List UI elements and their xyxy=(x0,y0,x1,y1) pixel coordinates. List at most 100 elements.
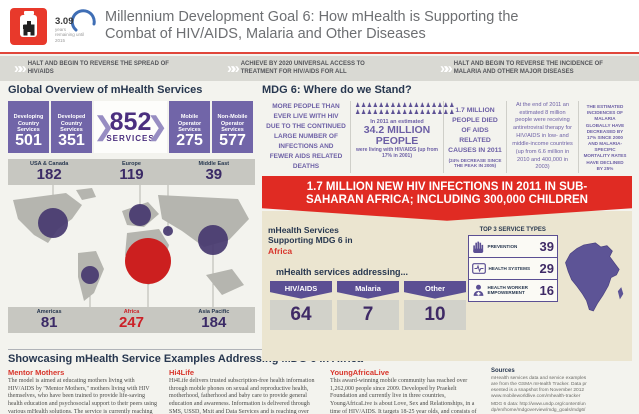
mdg6-section: MDG 6: Where do we Stand? MORE PEOPLE TH… xyxy=(262,84,632,361)
stat-value: 501 xyxy=(15,132,42,150)
top3-value: 39 xyxy=(539,238,554,254)
total-label: SERVICES xyxy=(106,134,155,144)
region-name: Europe xyxy=(122,161,141,167)
health-worker-icon xyxy=(473,284,483,296)
africa-map-container xyxy=(558,225,626,355)
panel-34-million: In 2011 an estimated 34.2 MILLION PEOPLE… xyxy=(351,101,444,173)
showcase-columns: Mentor Mothers The model is aimed at edu… xyxy=(8,368,631,414)
case-title: Mentor Mothers xyxy=(8,368,65,377)
chevron-right-icon xyxy=(440,61,449,76)
world-map-block: USA & Canada 182 Europe 119 Middle East … xyxy=(8,159,255,333)
section-heading: Global Overview of mHealth Services xyxy=(8,84,203,96)
category-label: HIV/AIDS xyxy=(270,280,332,299)
africa-panel-title: mHealth Services Supporting MDG 6 in Afr… xyxy=(268,225,368,257)
case-body: The model is aimed at educating mothers … xyxy=(8,378,157,414)
category-value: 64 xyxy=(270,299,332,330)
top3-row-health-worker: HEALTH WORKER EMPOWERMENT 16 xyxy=(469,280,558,301)
goal-text: HALT AND BEGIN TO REVERSE THE INCIDENCE … xyxy=(453,60,603,75)
region-americas: Americas 81 xyxy=(8,307,90,333)
countdown-gauge: 3.09 years remaining until 2015 xyxy=(55,6,97,46)
gauge-caption: years remaining until 2015 xyxy=(55,27,85,43)
heartbeat-monitor-icon xyxy=(471,262,486,274)
stat-block: Mobile Operator Services 275 xyxy=(169,101,211,153)
panel-malaria: THE ESTIMATED INCIDENCES OF MALARIA GLOB… xyxy=(579,101,631,173)
region-value: 182 xyxy=(36,166,62,183)
panel-more-people: MORE PEOPLE THAN EVER LIVE WITH HIV DUE … xyxy=(262,101,351,173)
source-text: mHealth services data and service exampl… xyxy=(491,376,587,399)
region-name: Asia Pacific xyxy=(198,309,230,315)
category-malaria: Malaria 7 xyxy=(337,280,399,330)
total-services: 852 SERVICES xyxy=(93,101,168,153)
gauge-value: 3.09 xyxy=(55,16,74,27)
top3-title: TOP 3 SERVICE TYPES xyxy=(479,226,546,233)
case-body: Hi4Life delivers trusted subscription-fr… xyxy=(169,378,315,414)
region-name: Americas xyxy=(36,309,62,315)
region-value: 184 xyxy=(201,314,227,331)
page-title: Millennium Development Goal 6: How mHeal… xyxy=(105,8,519,42)
stat-block: Non-Mobile Operator Services 577 xyxy=(212,101,254,153)
stat-label: Developed Country Services xyxy=(57,114,86,133)
total-value: 852 xyxy=(109,107,152,136)
top3-value: 29 xyxy=(539,260,554,276)
region-middle-east: Middle East 39 xyxy=(173,159,255,185)
top3-box: PREVENTION 39 HEALTH SYSTEMS 29 xyxy=(467,234,558,302)
people-icons xyxy=(355,103,439,117)
panel-aids-deaths: 1.7 MILLION PEOPLE DIED OF AIDS RELATED … xyxy=(444,101,507,173)
category-label: Malaria xyxy=(337,280,399,299)
regions-bottom-bar: Americas 81 Africa 247 Asia Pacific 184 xyxy=(8,307,255,333)
top3-row-health-systems: HEALTH SYSTEMS 29 xyxy=(468,258,557,280)
global-overview-section: Global Overview of mHealth Services Deve… xyxy=(8,84,255,333)
category-hiv-aids: HIV/AIDS 64 xyxy=(270,280,332,330)
panel-text: were living with HIV/AIDS (up from 17% i… xyxy=(356,146,438,159)
services-stats-banner: Developing Country Services 501 Develope… xyxy=(8,101,255,153)
region-name: Middle East xyxy=(198,161,230,167)
addressing-label: mHealth services addressing... xyxy=(276,266,409,277)
category-label: Other xyxy=(404,280,466,299)
case-mentor-mothers: Mentor Mothers The model is aimed at edu… xyxy=(8,368,160,414)
goal-item: HALT AND BEGIN TO REVERSE THE INCIDENCE … xyxy=(426,56,639,81)
showcase-section: Showcasing mHealth Service Examples Addr… xyxy=(8,349,631,414)
region-name: Africa xyxy=(123,309,140,315)
region-bubbles xyxy=(38,204,228,284)
stat-label: Developing Country Services xyxy=(13,114,44,133)
category-ribbons: HIV/AIDS 64 Malaria 7 Other 10 xyxy=(270,280,468,330)
top3-row-prevention: PREVENTION 39 xyxy=(468,236,557,258)
region-europe: Europe 119 xyxy=(90,159,172,185)
stat-value: 351 xyxy=(58,132,85,150)
panel-text: At the end of 2011 an estimated 8 millio… xyxy=(512,101,573,171)
goal-item: ACHIEVE BY 2020 UNIVERSAL ACCESS TO TREA… xyxy=(213,56,426,81)
sources-heading: Sources xyxy=(491,368,515,374)
region-value: 81 xyxy=(40,314,58,331)
gauge-arc-icon xyxy=(71,9,96,32)
stat-label: Mobile Operator Services xyxy=(177,114,202,133)
region-usa-canada: USA & Canada 182 xyxy=(8,159,90,185)
category-other: Other 10 xyxy=(404,280,466,330)
mdg-goals-strip: HALT AND BEGIN TO REVERSE THE SPREAD OF … xyxy=(0,56,639,81)
top3-service-types: TOP 3 SERVICE TYPES PREVENTION 39 xyxy=(467,225,558,355)
medicine-bottle-icon xyxy=(20,11,37,37)
hand-icon xyxy=(472,241,483,253)
regions-top-bar: USA & Canada 182 Europe 119 Middle East … xyxy=(8,159,255,185)
chevron-right-icon xyxy=(14,61,23,76)
top3-label: HEALTH SYSTEMS xyxy=(488,265,531,271)
region-value: 39 xyxy=(205,166,223,183)
case-hi4life: Hi4Life Hi4Life delivers trusted subscri… xyxy=(169,368,321,414)
panel-art-therapy: At the end of 2011 an estimated 8 millio… xyxy=(507,101,579,173)
region-value: 247 xyxy=(118,314,144,331)
goal-item: HALT AND BEGIN TO REVERSE THE SPREAD OF … xyxy=(0,56,213,81)
panel-text: MORE PEOPLE THAN EVER LIVE WITH HIV DUE … xyxy=(266,102,346,171)
header: 3.09 years remaining until 2015 Millenni… xyxy=(0,0,639,54)
goal-text: ACHIEVE BY 2020 UNIVERSAL ACCESS TO TREA… xyxy=(240,60,365,75)
sources-column: Sources mHealth services data and servic… xyxy=(491,368,587,414)
panel-text: In 2011 an estimated xyxy=(370,118,424,125)
case-youngafricalive: YoungAfricaLive This award-winning mobil… xyxy=(330,368,482,414)
top3-value: 16 xyxy=(539,282,554,298)
africa-panel-left: mHealth Services Supporting MDG 6 in Afr… xyxy=(268,225,468,355)
stat-value: 577 xyxy=(219,132,246,150)
panel-text: (24% DECREASE SINCE THE PEAK IN 2005) xyxy=(448,157,502,168)
case-body: This award-winning mobile community has … xyxy=(330,378,477,414)
stat-panels: MORE PEOPLE THAN EVER LIVE WITH HIV DUE … xyxy=(262,101,632,173)
title-text: mHealth Services Supporting MDG 6 in xyxy=(268,224,353,246)
top3-label: HEALTH WORKER EMPOWERMENT xyxy=(487,284,529,296)
